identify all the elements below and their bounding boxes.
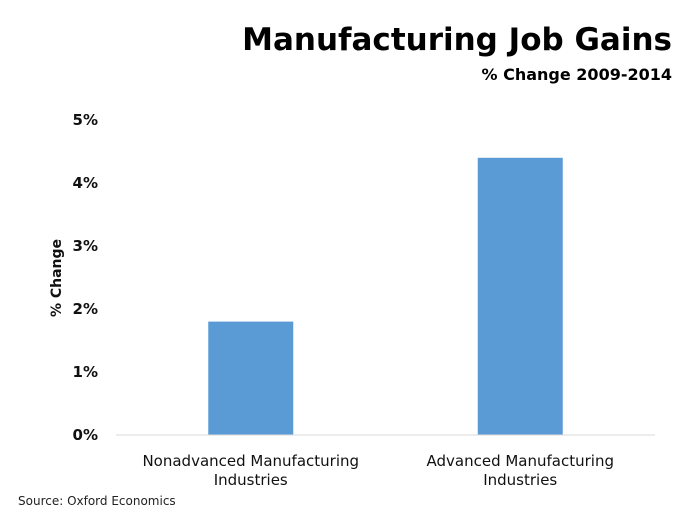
x-category-label-line: Industries <box>483 471 557 489</box>
chart-subtitle: % Change 2009-2014 <box>482 65 673 84</box>
y-tick-label: 1% <box>73 363 98 381</box>
x-category-label: Advanced Manufacturing Industries <box>427 452 614 489</box>
x-category-label-line: Advanced Manufacturing <box>427 452 614 470</box>
source-note: Source: Oxford Economics <box>18 494 176 508</box>
y-tick-label: 4% <box>73 174 98 192</box>
y-axis: 0% 1% 2% 3% 4% 5% <box>73 111 98 444</box>
y-tick-label: 5% <box>73 111 98 129</box>
chart-title: Manufacturing Job Gains <box>242 22 672 58</box>
bar <box>477 157 563 436</box>
x-category-label: Nonadvanced Manufacturing Industries <box>142 452 359 489</box>
bar <box>208 321 294 435</box>
y-tick-label: 2% <box>73 300 98 318</box>
y-axis-label: % Change <box>49 239 65 317</box>
x-category-label-line: Industries <box>214 471 288 489</box>
bars-group <box>208 157 563 436</box>
y-tick-label: 3% <box>73 237 98 255</box>
x-category-label-line: Nonadvanced Manufacturing <box>142 452 359 470</box>
y-tick-label: 0% <box>73 426 98 444</box>
x-axis: Nonadvanced Manufacturing IndustriesAdvan… <box>142 452 614 489</box>
